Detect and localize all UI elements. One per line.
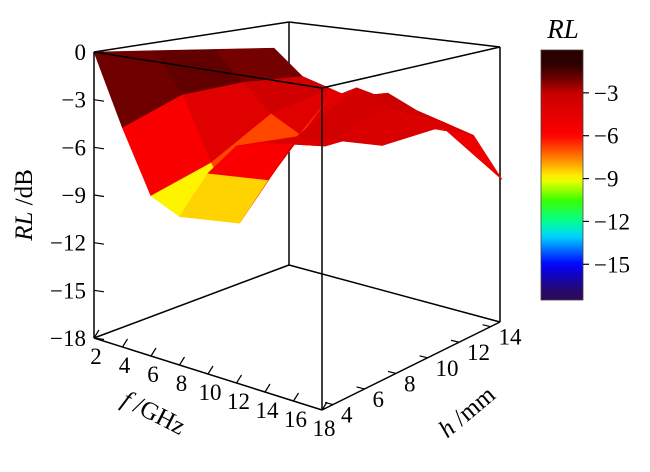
z-tick-mark [93,99,105,102]
x-tick-mark [264,383,271,393]
y-tick-mark [419,355,428,359]
box-edge [93,264,290,339]
y-axis-title: h /mm [434,381,501,444]
y-tick-mark [387,370,397,374]
box-edge [93,51,323,89]
surface-patch [413,125,503,180]
y-tick-mark [450,339,460,343]
surface-mesh [93,47,503,224]
box-edge [321,321,501,411]
box-edge [288,264,501,323]
colorbar-tick-label: −12 [594,209,630,234]
x-tick-label: 10 [199,380,222,405]
y-tick-label: 8 [404,371,416,396]
z-tick-mark [93,51,105,55]
z-tick-mark [93,242,105,245]
box-edge [288,21,501,48]
x-tick-mark [178,356,186,366]
z-tick-label: −12 [50,231,86,256]
colorbar: RL −3 −6 −9 −12 −15 [540,14,630,301]
box-edge [321,46,501,89]
x-tick-mark [93,329,100,339]
y-tick-label: 4 [341,403,353,428]
y-tick-label: 10 [436,356,459,381]
x-tick-mark [235,374,243,384]
y-tick-mark [324,401,334,406]
z-tick-mark [93,337,105,341]
y-tick-mark [356,386,365,390]
colorbar-tick-label: −3 [594,81,618,106]
colorbar-title: RL [546,14,579,44]
z-tick-label: −6 [62,135,86,160]
z-tick-label: −3 [62,88,86,113]
y-tick-label: 6 [373,387,385,412]
colorbar-tick-label: −15 [594,252,630,277]
y-tick-label: 12 [467,340,490,365]
y-axis-ticks: 468 10 12 14 [324,324,523,428]
z-tick-label: −18 [50,326,86,351]
x-tick-mark [207,365,214,375]
surface-patch [293,137,383,146]
colorbar-tick-label: −6 [594,124,618,149]
x-tick-mark [292,392,300,402]
plot-box-back [93,21,501,339]
z-tick-mark [93,289,105,293]
box-edge [93,21,290,53]
z-tick-label: 0 [75,40,87,65]
x-tick-mark [121,338,129,348]
z-axis-ticks: 0 −3 −6 −9 −12 −15 −18 [50,40,105,351]
x-tick-label: 12 [227,389,250,414]
z-tick-label: −15 [50,278,86,303]
z-tick-label: −9 [62,183,86,208]
x-tick-label: 2 [90,344,102,369]
z-axis-title: RL /dB [11,169,38,242]
colorbar-gradient-bar [540,49,584,301]
x-tick-label: 16 [284,407,307,432]
x-axis-ticks: 2 4 6 8 10 12 14 16 18 [90,329,336,441]
colorbar-ticks: −3 −6 −9 −12 −15 [583,81,630,277]
x-tick-mark [150,347,157,357]
x-tick-label: 8 [176,371,188,396]
y-tick-mark [482,324,491,328]
x-tick-label: 6 [147,362,159,387]
z-tick-mark [93,194,105,198]
x-tick-label: 18 [313,416,336,441]
colorbar-tick-label: −9 [594,167,618,192]
y-tick-label: 14 [499,325,523,350]
x-tick-label: 4 [119,353,131,378]
z-tick-mark [93,146,105,150]
x-tick-label: 14 [256,398,280,423]
